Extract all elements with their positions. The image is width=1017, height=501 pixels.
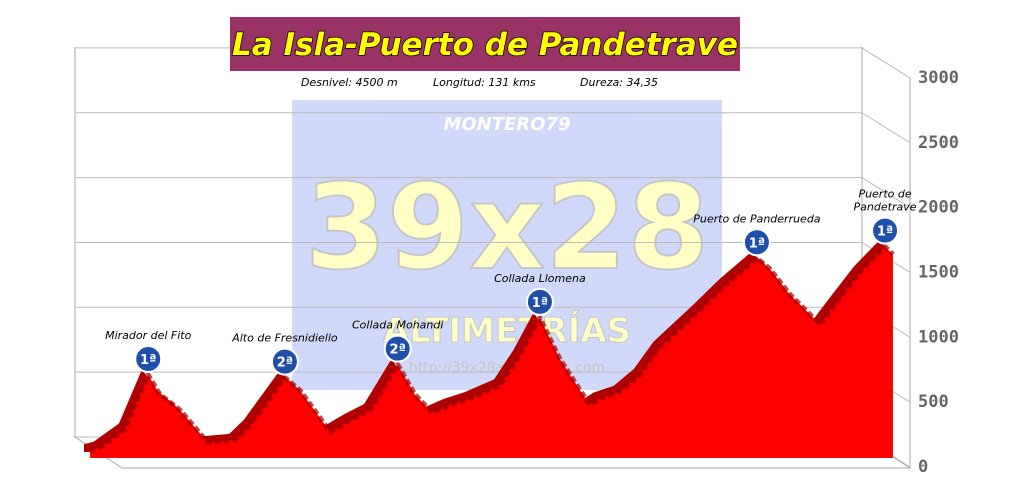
y-tick-label: 1500	[918, 262, 959, 282]
peak-label: Collada Mohandi	[352, 319, 443, 332]
grid-line	[861, 177, 911, 209]
stat: Longitud: 131 kms	[433, 76, 536, 89]
category-label: 1ª	[140, 353, 156, 368]
chart-title: La Isla-Puerto de Pandetrave	[232, 27, 738, 63]
category-badge	[871, 216, 900, 245]
category-badge	[742, 228, 771, 257]
peak-label: Puerto de	[858, 188, 911, 201]
grid-line	[861, 112, 911, 144]
watermark-subtitle: ALTIMETRÍAS	[383, 310, 631, 351]
peak-annotation: 2ª Alto de Fresnidiello	[231, 332, 338, 376]
peak-label: Puerto de Panderrueda	[693, 212, 821, 225]
profile-edge	[89, 243, 895, 453]
peak-label: Collada Llomena	[494, 272, 586, 285]
category-label: 1ª	[749, 236, 765, 251]
category-badge	[525, 287, 554, 316]
watermark: MONTERO79 39x28 ALTIMETRÍAS http://39x28…	[292, 100, 722, 390]
category-label: 1ª	[877, 225, 893, 240]
peak-annotation: 2ª Collada Mohandi	[352, 319, 443, 363]
peak-label: Mirador del Fito	[105, 329, 192, 342]
category-label: 1ª	[532, 296, 548, 311]
y-tick-label: 2500	[918, 133, 959, 153]
grid-line	[861, 47, 911, 79]
peak-label: Alto de Fresnidiello	[231, 332, 338, 345]
y-tick-label: 3000	[918, 68, 959, 88]
category-badge	[383, 334, 412, 363]
category-label: 2ª	[277, 356, 293, 371]
category-badge	[134, 344, 163, 373]
watermark-panel	[292, 100, 722, 390]
y-tick-label: 1000	[918, 327, 959, 347]
stat: Dureza: 34,35	[580, 76, 658, 89]
title-box	[230, 17, 740, 71]
y-tick-label: 500	[918, 392, 949, 412]
category-label: 2ª	[390, 343, 406, 358]
category-badge	[270, 347, 299, 376]
y-tick-label: 2000	[918, 198, 959, 218]
watermark-author: MONTERO79	[443, 114, 570, 135]
watermark-brand: 39x28	[305, 158, 710, 296]
area	[90, 246, 893, 458]
stat: Desnivel: 4500 m	[301, 76, 398, 89]
y-tick-label: 0	[918, 457, 928, 477]
peak-annotation: 1ª Collada Llomena	[494, 272, 586, 316]
peak-label: Pandetrave	[854, 201, 917, 214]
peak-annotation: 1ª Puerto de Panderrueda	[693, 212, 821, 257]
peak-annotation: 1ª Mirador del Fito	[105, 329, 192, 373]
